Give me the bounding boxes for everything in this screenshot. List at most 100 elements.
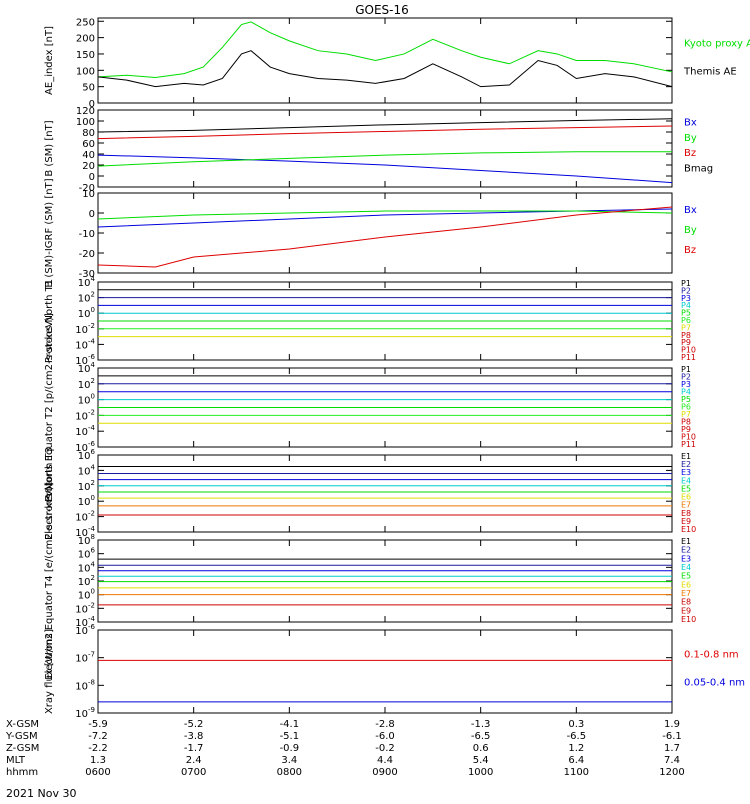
axis-row-value: -5.1: [280, 731, 300, 742]
x-axis-rows: X-GSM -5.9 -5.2 -4.1 -2.8 -1.3 0.3 1.9 Y-GSM -7.2…: [5, 719, 685, 778]
axis-row-value: -0.9: [280, 743, 300, 754]
legend-E10: E10: [681, 615, 696, 624]
series-line-Bz: [97, 206, 673, 268]
axis-row-value: 1100: [564, 767, 589, 778]
y-tick-label: 0: [89, 172, 95, 183]
axis-row-value: -1.3: [471, 719, 491, 730]
axis-row-value: -6.0: [375, 731, 395, 742]
axis-row-value: 0700: [181, 767, 206, 778]
axis-row-value: 1.7: [664, 743, 680, 754]
legend-E5: E5: [681, 484, 691, 493]
axis-row-value: -1.7: [184, 743, 204, 754]
legend-P5: P5: [681, 395, 691, 404]
axis-row-value: 4.4: [377, 755, 393, 766]
legend-E3: E3: [681, 554, 691, 563]
legend-E6: E6: [681, 493, 691, 502]
y-axis-label: Electrons Equator T4 [e/(cm2-s-sr-keV)]: [44, 482, 55, 679]
y-tick-label: 200: [76, 34, 95, 45]
y-tick-label: 150: [76, 50, 95, 61]
legend-P4: P4: [681, 388, 691, 397]
y-tick-label: 10-2: [75, 601, 95, 615]
legend-E8: E8: [681, 598, 691, 607]
axis-row-value: -7.2: [88, 731, 108, 742]
exponent: -2: [88, 601, 95, 609]
legend-0.1-0.8 nm: 0.1-0.8 nm: [684, 650, 739, 661]
legend-P9: P9: [681, 425, 691, 434]
axis-row-value: 3.4: [281, 755, 297, 766]
y-tick-label: 100: [78, 588, 95, 602]
y-tick-label: 10-9: [75, 706, 95, 720]
exponent: 2: [91, 377, 95, 385]
series-group: [97, 118, 673, 184]
axis-row-value: 5.4: [473, 755, 489, 766]
legend-Bx: Bx: [684, 205, 697, 216]
y-tick-label: 10-6: [75, 623, 95, 637]
legend-P9: P9: [681, 338, 691, 347]
axis-row-label: hhmm: [6, 767, 38, 778]
y-tick-label: 100: [78, 306, 95, 320]
legend-E1: E1: [681, 452, 691, 461]
exponent: -2: [88, 408, 95, 416]
y-tick-label: 10-4: [75, 337, 95, 351]
exponent: -6: [88, 353, 96, 361]
legend-E4: E4: [681, 563, 691, 572]
y-axis-label: AE_index [nT]: [44, 26, 55, 95]
exponent: -9: [88, 706, 95, 714]
y-axis-label: Electrons North T3: [44, 447, 55, 540]
legend-0.05-0.4 nm: 0.05-0.4 nm: [684, 677, 745, 688]
y-tick-label: 0: [89, 99, 95, 110]
series-group: [97, 206, 673, 268]
axis-row-value: 1200: [659, 767, 684, 778]
plot-title: GOES-16: [355, 3, 409, 17]
y-axis-label: B (SM)-IGRF (SM) [nT]: [44, 178, 55, 287]
y-tick-label: 104: [78, 275, 96, 289]
y-tick-label: 102: [78, 574, 95, 588]
legend-P1: P1: [681, 279, 691, 288]
y-tick-label: 10-2: [75, 408, 95, 422]
series-line-Bmag: [97, 118, 673, 133]
axis-row-value: -5.2: [184, 719, 204, 730]
series-line-Bz: [97, 125, 673, 140]
y-tick-label: 60: [82, 139, 95, 150]
legend-E1: E1: [681, 537, 691, 546]
exponent: 0: [91, 494, 95, 502]
date-label: 2021 Nov 30: [6, 787, 76, 800]
series-line-Kyoto proxy AE: [97, 21, 673, 79]
series-group: [98, 466, 672, 516]
legend-P11: P11: [681, 353, 696, 362]
axis-row-value: -6.5: [567, 731, 587, 742]
series-line-Bx: [97, 154, 673, 184]
axis-row-label: Y-GSM: [5, 731, 38, 742]
axis-row-value: 1.9: [664, 719, 680, 730]
axis-row-value: 2.4: [186, 755, 202, 766]
legend-E9: E9: [681, 606, 691, 615]
exponent: 0: [91, 306, 95, 314]
exponent: 0: [91, 393, 95, 401]
y-tick-label: -20: [79, 183, 95, 194]
axis-row-value: -4.1: [280, 719, 300, 730]
exponent: 4: [91, 275, 96, 283]
panel-1: 0 50 100 150 200 250 AE_index [nT] Kyoto proxy …: [44, 17, 750, 110]
y-tick-label: 0: [89, 209, 95, 220]
exponent: -6: [88, 623, 96, 631]
exponent: 2: [91, 479, 95, 487]
axis-row-value: -5.9: [88, 719, 108, 730]
exponent: 2: [91, 291, 95, 299]
legend-P8: P8: [681, 418, 691, 427]
legend-Bx: Bx: [684, 117, 697, 128]
legend-P10: P10: [681, 346, 696, 355]
y-tick-label: 10-8: [75, 678, 95, 692]
legend-E2: E2: [681, 460, 691, 469]
axis-row-value: -0.2: [375, 743, 395, 754]
legend-P7: P7: [681, 410, 691, 419]
legend-P4: P4: [681, 301, 691, 310]
legend-P6: P6: [681, 403, 691, 412]
legend-Bz: Bz: [684, 148, 696, 159]
legend-E7: E7: [681, 589, 691, 598]
legend-Kyoto proxy AE: Kyoto proxy AE: [684, 38, 750, 49]
y-tick-label: 10-2: [75, 510, 95, 524]
y-tick-label: 10-7: [75, 651, 95, 665]
